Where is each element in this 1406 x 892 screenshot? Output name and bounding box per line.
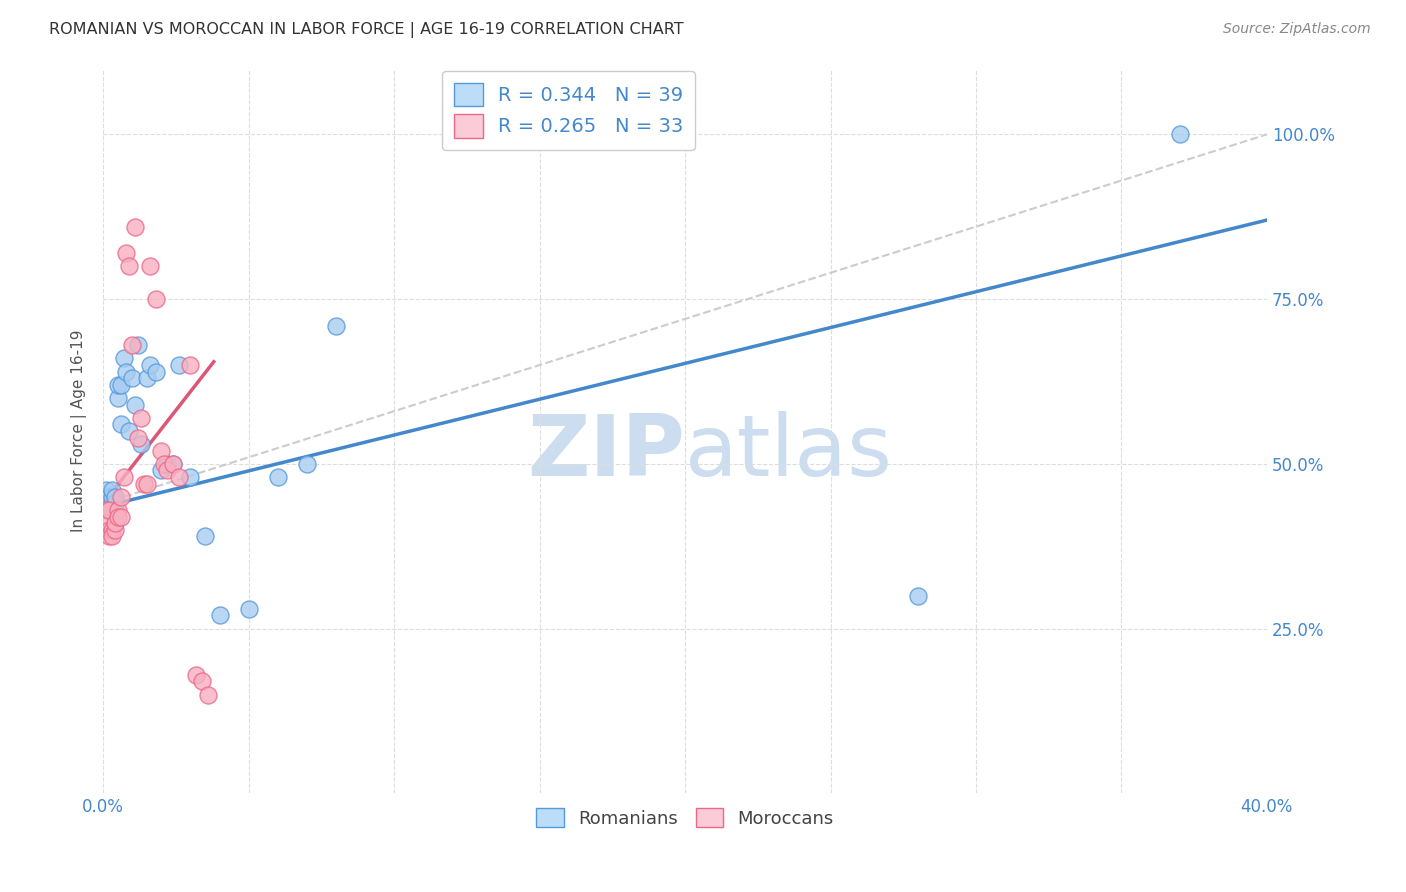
Point [156,463,179,477]
Y-axis label: In Labor Force | Age 16-19: In Labor Force | Age 16-19 [72,330,87,533]
Point [197,688,219,702]
Point [156,457,179,471]
Point [127,430,149,444]
Point [107,377,129,392]
Point [94,496,117,510]
Point [162,457,184,471]
Point [124,219,146,234]
Point [104,503,127,517]
Point [98,496,121,510]
Point [135,371,157,385]
Point [104,523,127,537]
Point [132,476,155,491]
Point [186,667,208,681]
Legend: Romanians, Moroccans: Romanians, Moroccans [529,801,841,835]
Point [129,410,152,425]
Point [139,259,162,273]
Point [145,292,167,306]
Point [179,358,201,372]
Text: ROMANIAN VS MOROCCAN IN LABOR FORCE | AGE 16-19 CORRELATION CHART: ROMANIAN VS MOROCCAN IN LABOR FORCE | AG… [49,22,683,38]
Point [162,457,184,471]
Point [167,470,190,484]
Point [110,509,132,524]
Point [129,437,152,451]
Point [150,443,173,458]
Point [104,490,127,504]
Point [179,470,201,484]
Point [267,470,290,484]
Point [115,365,138,379]
Point [107,503,129,517]
Point [325,318,347,333]
Point [145,365,167,379]
Point [118,424,141,438]
Point [101,483,124,498]
Point [98,490,121,504]
Point [238,602,260,616]
Point [107,391,129,405]
Point [194,529,217,543]
Point [124,398,146,412]
Point [107,509,129,524]
Point [295,457,318,471]
Text: ZIP: ZIP [527,411,685,494]
Point [112,351,135,366]
Point [94,503,117,517]
Point [110,377,132,392]
Point [101,529,124,543]
Point [110,490,132,504]
Point [139,358,162,372]
Point [94,516,117,531]
Point [115,246,138,260]
Point [121,338,143,352]
Point [98,523,121,537]
Point [135,476,157,491]
Point [127,338,149,352]
Point [104,496,127,510]
Point [94,483,117,498]
Point [98,503,121,517]
Point [98,503,121,517]
Point [101,503,124,517]
Point [110,417,132,432]
Point [150,463,173,477]
Point [98,529,121,543]
Point [907,589,929,603]
Point [1168,128,1191,142]
Point [104,516,127,531]
Point [121,371,143,385]
Text: atlas: atlas [685,411,893,494]
Point [208,608,231,623]
Point [101,523,124,537]
Point [112,470,135,484]
Point [153,457,176,471]
Text: Source: ZipAtlas.com: Source: ZipAtlas.com [1223,22,1371,37]
Point [101,496,124,510]
Point [118,259,141,273]
Point [101,490,124,504]
Point [191,674,214,689]
Point [167,358,190,372]
